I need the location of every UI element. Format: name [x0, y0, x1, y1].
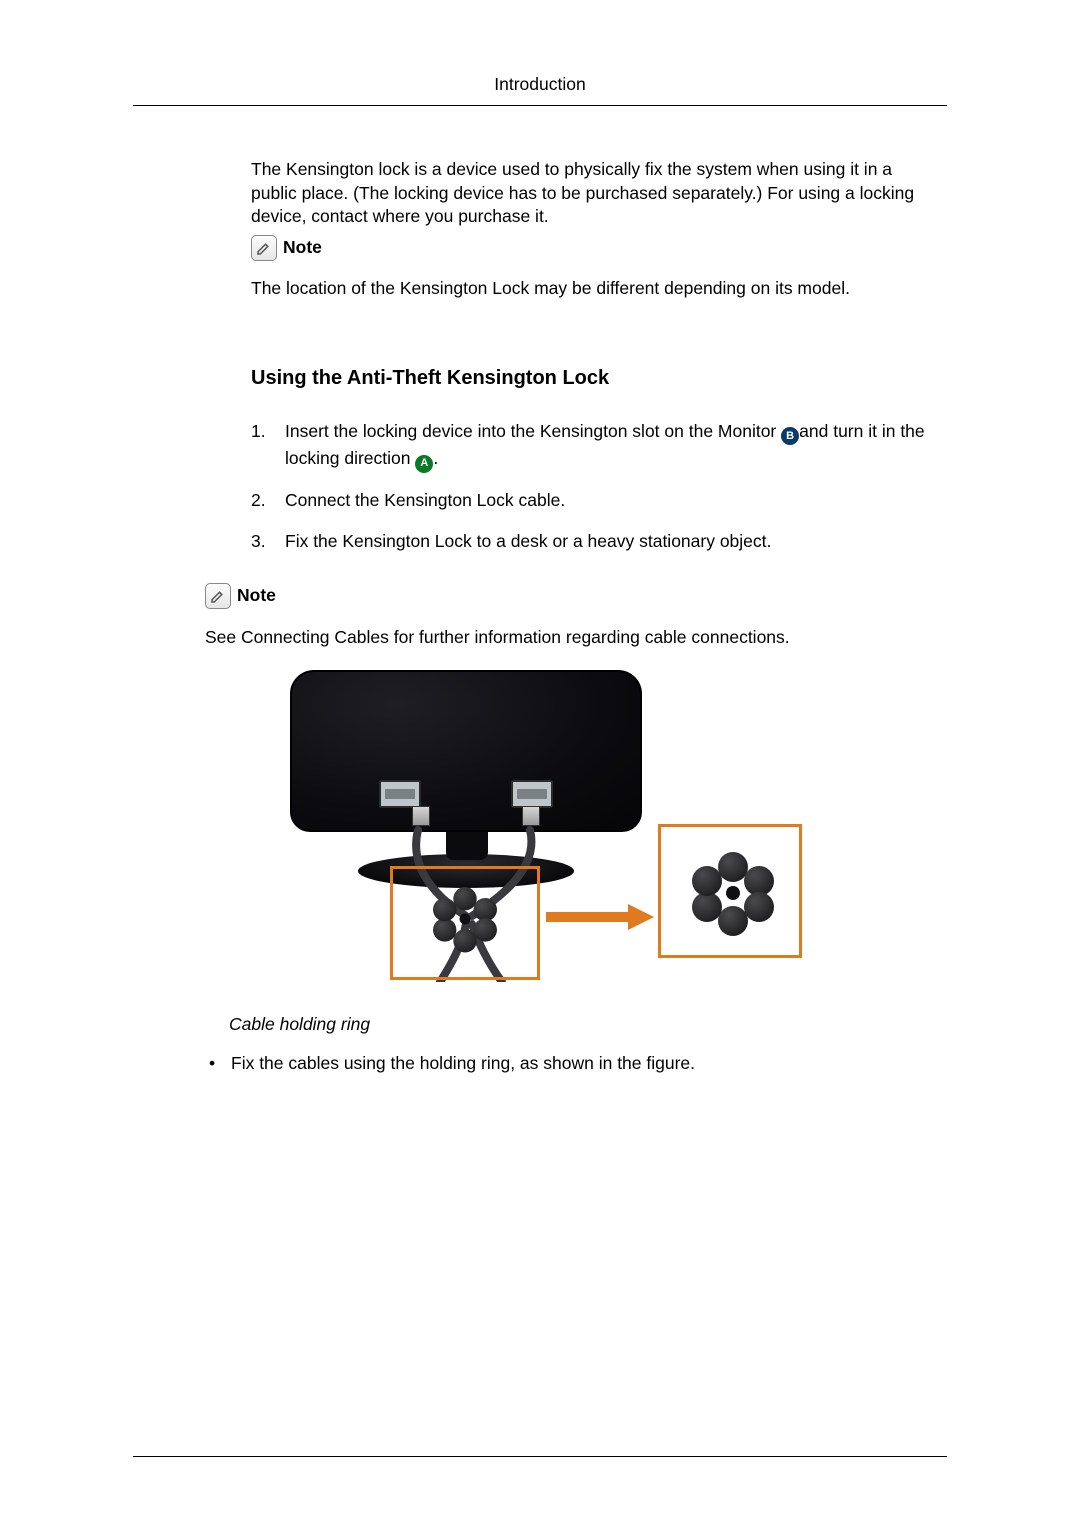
- step-number: 2.: [251, 487, 285, 514]
- step-number: 1.: [251, 418, 285, 473]
- step-body: Insert the locking device into the Kensi…: [285, 418, 935, 473]
- step-item: 1. Insert the locking device into the Ke…: [251, 418, 935, 473]
- bullet-text: Fix the cables using the holding ring, a…: [231, 1053, 695, 1074]
- port-left: [379, 780, 421, 808]
- pencil-note-icon: [205, 583, 231, 609]
- cable-plug: [412, 806, 430, 826]
- step-text: Insert the locking device into the Kensi…: [285, 421, 781, 441]
- intro-block: The Kensington lock is a device used to …: [251, 158, 935, 301]
- holding-ring-icon: [692, 852, 774, 934]
- figure-wrap: [133, 670, 947, 982]
- header-rule: [133, 105, 947, 106]
- pencil-note-icon: [251, 235, 277, 261]
- outer-note-text: See Connecting Cables for further inform…: [205, 627, 947, 648]
- port-right: [511, 780, 553, 808]
- note-label: Note: [237, 585, 276, 606]
- section-heading: Using the Anti-Theft Kensington Lock: [251, 367, 947, 390]
- bullet-dot: •: [209, 1053, 231, 1074]
- page-header-title: Introduction: [133, 74, 947, 105]
- steps-list: 1. Insert the locking device into the Ke…: [251, 418, 935, 555]
- cable-ring-figure: [278, 670, 802, 982]
- note-row: Note: [251, 235, 935, 261]
- bullet-row: • Fix the cables using the holding ring,…: [209, 1053, 947, 1074]
- holding-ring-icon: [433, 887, 497, 951]
- step-number: 3.: [251, 528, 285, 555]
- note-text: The location of the Kensington Lock may …: [251, 277, 935, 301]
- badge-a-icon: A: [415, 455, 433, 473]
- footer-rule: [133, 1456, 947, 1457]
- note-label: Note: [283, 237, 322, 258]
- cable-plug: [522, 806, 540, 826]
- arrow-right-icon: [546, 904, 658, 930]
- step-text: .: [433, 448, 438, 468]
- step-item: 2. Connect the Kensington Lock cable.: [251, 487, 935, 514]
- document-page: Introduction The Kensington lock is a de…: [0, 0, 1080, 1074]
- step-item: 3. Fix the Kensington Lock to a desk or …: [251, 528, 935, 555]
- step-body: Fix the Kensington Lock to a desk or a h…: [285, 528, 935, 555]
- monitor-back: [290, 670, 642, 832]
- step-body: Connect the Kensington Lock cable.: [285, 487, 935, 514]
- note-row-outer: Note: [205, 583, 947, 609]
- port-row: [292, 780, 640, 808]
- badge-b-icon: B: [781, 427, 799, 445]
- figure-caption: Cable holding ring: [229, 1014, 947, 1035]
- monitor-neck: [446, 828, 488, 860]
- intro-paragraph: The Kensington lock is a device used to …: [251, 158, 935, 229]
